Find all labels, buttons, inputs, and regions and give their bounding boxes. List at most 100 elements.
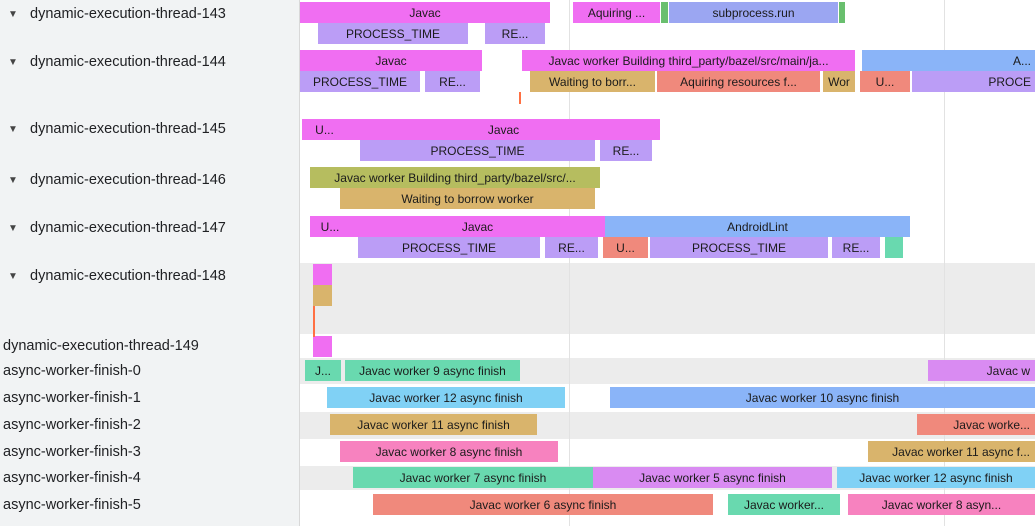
trace-span-label: Javac: [487, 122, 520, 137]
trace-span-label: U...: [320, 219, 340, 234]
trace-span[interactable]: PROCESS_TIME: [650, 237, 828, 258]
trace-span[interactable]: Javac worker 12 async finish: [837, 467, 1035, 488]
trace-span-label: subprocess.run: [712, 5, 795, 20]
trace-span-label: Aquiring ...: [587, 5, 646, 20]
track-name: async-worker-finish-4: [3, 470, 141, 486]
timeline-canvas[interactable]: Javac Aquiring ... subprocess.run PROCESS_T…: [300, 0, 1035, 526]
trace-span-label: PROCE: [988, 74, 1031, 89]
trace-span[interactable]: Javac worker 9 async finish: [345, 360, 520, 381]
trace-span-label: RE...: [501, 26, 529, 41]
trace-span[interactable]: PROCESS_TIME: [300, 71, 420, 92]
trace-span[interactable]: Javac worker 8 asyn...: [848, 494, 1035, 515]
trace-span-label: Waiting to borr...: [549, 74, 636, 89]
track-name: dynamic-execution-thread-146: [30, 172, 226, 188]
trace-span[interactable]: Aquiring resources f...: [657, 71, 820, 92]
trace-span[interactable]: Javac worker Building third_party/bazel/…: [310, 167, 600, 188]
trace-span-label: Javac worker 12 async finish: [369, 390, 523, 405]
trace-span-label: A...: [1012, 53, 1031, 68]
collapse-arrow-icon: ▼: [8, 174, 18, 186]
trace-span-label: Javac worker Building third_party/bazel/…: [334, 170, 576, 185]
collapse-arrow-icon: ▼: [8, 270, 18, 282]
instant-event-tick[interactable]: [313, 306, 315, 337]
track-row[interactable]: async-worker-finish-5: [0, 495, 299, 515]
track-row[interactable]: dynamic-execution-thread-149: [0, 336, 299, 356]
track-name: dynamic-execution-thread-144: [30, 54, 226, 70]
trace-span-label: AndroidLint: [727, 219, 788, 234]
track-row[interactable]: ▼ dynamic-execution-thread-148: [0, 266, 299, 286]
time-gridline: [944, 0, 945, 526]
trace-span-label: Javac: [461, 219, 494, 234]
trace-span-label: J...: [314, 363, 331, 378]
trace-span[interactable]: [839, 2, 845, 23]
trace-span-label: Javac worker 11 async f...: [892, 444, 1030, 459]
instant-event-tick[interactable]: [519, 92, 521, 104]
trace-span-label: Javac worker 11 async finish: [357, 417, 510, 432]
trace-span-label: Waiting to borrow worker: [401, 191, 534, 206]
trace-span[interactable]: [313, 264, 332, 285]
trace-span[interactable]: Javac worker 6 async finish: [373, 494, 713, 515]
trace-span[interactable]: Javac: [350, 216, 605, 237]
trace-span[interactable]: Javac: [347, 119, 660, 140]
trace-span[interactable]: U...: [860, 71, 910, 92]
track-row[interactable]: ▼ dynamic-execution-thread-144: [0, 52, 299, 72]
track-row[interactable]: async-worker-finish-2: [0, 415, 299, 435]
trace-span[interactable]: U...: [302, 119, 347, 140]
trace-span[interactable]: RE...: [832, 237, 880, 258]
track-row[interactable]: async-worker-finish-3: [0, 442, 299, 462]
trace-span[interactable]: Wor: [823, 71, 855, 92]
trace-span[interactable]: subprocess.run: [669, 2, 838, 23]
trace-span[interactable]: RE...: [600, 140, 652, 161]
trace-span[interactable]: PROCESS_TIME: [318, 23, 468, 44]
trace-span[interactable]: Javac worker 11 async finish: [330, 414, 537, 435]
trace-span[interactable]: RE...: [425, 71, 480, 92]
trace-span[interactable]: Javac: [300, 2, 550, 23]
trace-span[interactable]: RE...: [545, 237, 598, 258]
track-row[interactable]: ▼ dynamic-execution-thread-146: [0, 170, 299, 190]
trace-span[interactable]: U...: [310, 216, 350, 237]
trace-span[interactable]: [313, 285, 332, 306]
trace-span[interactable]: A...: [862, 50, 1035, 71]
trace-span[interactable]: Waiting to borrow worker: [340, 188, 595, 209]
trace-span-label: RE...: [612, 143, 640, 158]
trace-span[interactable]: [885, 237, 903, 258]
trace-span[interactable]: Javac worker 12 async finish: [327, 387, 565, 408]
trace-span[interactable]: [313, 336, 332, 357]
track-row[interactable]: ▼ dynamic-execution-thread-147: [0, 218, 299, 238]
row-background-band: [300, 263, 1035, 306]
trace-span-label: Javac w: [986, 363, 1030, 378]
trace-span[interactable]: Javac worker 10 async finish: [610, 387, 1035, 408]
track-row[interactable]: async-worker-finish-0: [0, 361, 299, 381]
trace-span[interactable]: J...: [305, 360, 341, 381]
trace-span-label: PROCESS_TIME: [691, 240, 787, 255]
trace-span[interactable]: Javac w: [928, 360, 1035, 381]
trace-span[interactable]: Javac worker 7 async finish: [353, 467, 593, 488]
trace-span-label: Aquiring resources f...: [680, 74, 797, 89]
trace-span[interactable]: Javac worker 8 async finish: [340, 441, 558, 462]
trace-span[interactable]: Javac worker 5 async finish: [593, 467, 832, 488]
trace-span[interactable]: Javac: [300, 50, 482, 71]
trace-span[interactable]: U...: [603, 237, 648, 258]
trace-span[interactable]: Javac worker Building third_party/bazel/…: [522, 50, 855, 71]
track-name: async-worker-finish-5: [3, 497, 141, 513]
collapse-arrow-icon: ▼: [8, 56, 18, 68]
trace-span-label: RE...: [842, 240, 870, 255]
trace-span[interactable]: PROCE: [912, 71, 1035, 92]
track-name: async-worker-finish-3: [3, 444, 141, 460]
track-sidebar: ▼ dynamic-execution-thread-143 ▼ dynamic-ex…: [0, 0, 300, 526]
trace-span[interactable]: Aquiring ...: [573, 2, 660, 23]
trace-span[interactable]: [661, 2, 668, 23]
trace-span[interactable]: PROCESS_TIME: [358, 237, 540, 258]
trace-span[interactable]: Javac worker...: [728, 494, 840, 515]
track-row[interactable]: async-worker-finish-1: [0, 388, 299, 408]
trace-span[interactable]: Javac worker 11 async f...: [868, 441, 1035, 462]
trace-span-label: RE...: [439, 74, 466, 89]
track-row[interactable]: ▼ dynamic-execution-thread-145: [0, 119, 299, 139]
track-row[interactable]: ▼ dynamic-execution-thread-143: [0, 4, 299, 24]
trace-span[interactable]: Waiting to borr...: [530, 71, 655, 92]
trace-span[interactable]: AndroidLint: [605, 216, 910, 237]
track-row[interactable]: async-worker-finish-4: [0, 468, 299, 488]
trace-span-label: Javac worker 8 asyn...: [881, 497, 1002, 512]
trace-span[interactable]: Javac worke...: [917, 414, 1035, 435]
trace-span[interactable]: PROCESS_TIME: [360, 140, 595, 161]
trace-span[interactable]: RE...: [485, 23, 545, 44]
